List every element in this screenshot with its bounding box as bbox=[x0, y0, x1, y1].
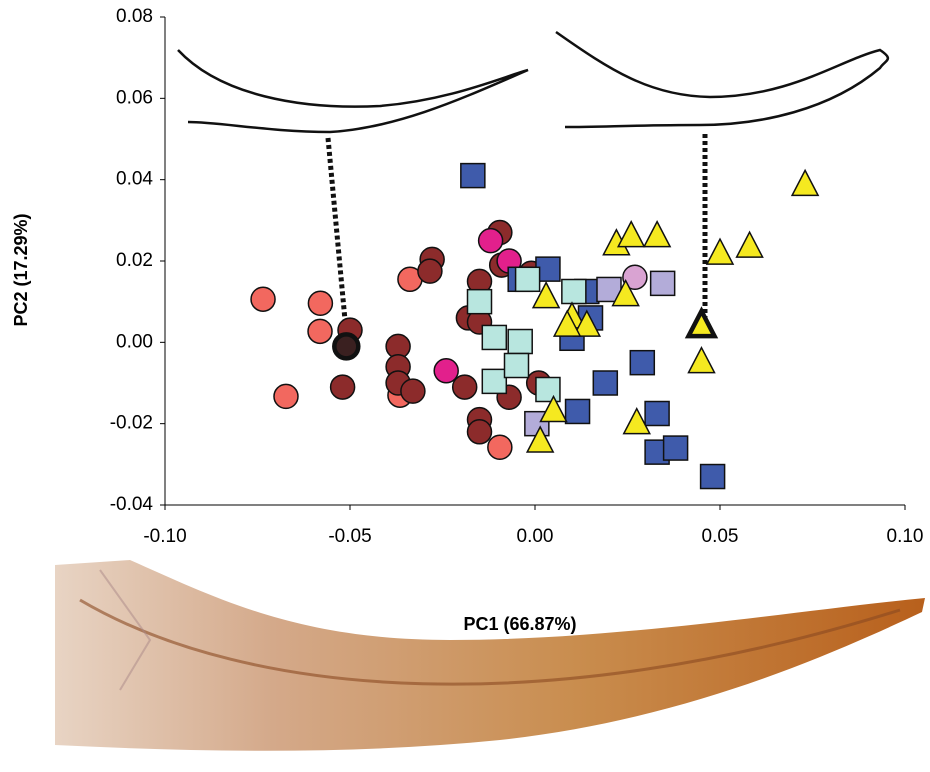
point bbox=[274, 384, 298, 408]
point bbox=[251, 287, 275, 311]
x-tick-label: 0.05 bbox=[702, 526, 739, 547]
y-tick-label: 0.04 bbox=[116, 169, 153, 190]
point bbox=[468, 290, 492, 314]
y-tick-label: -0.02 bbox=[110, 413, 153, 434]
x-tick-label: -0.05 bbox=[328, 526, 371, 547]
point bbox=[689, 311, 715, 336]
point bbox=[644, 222, 670, 247]
point bbox=[618, 222, 644, 247]
point bbox=[308, 319, 332, 343]
page: {"chart_data": {"type": "scatter", "xlab… bbox=[0, 0, 930, 772]
point bbox=[461, 164, 485, 188]
point bbox=[308, 291, 332, 315]
point bbox=[434, 359, 458, 383]
point bbox=[331, 375, 355, 399]
x-tick-label: 0.10 bbox=[887, 526, 924, 547]
point bbox=[334, 334, 358, 358]
point bbox=[701, 465, 725, 489]
y-tick-label: -0.04 bbox=[110, 494, 154, 515]
y-tick-label: 0.02 bbox=[116, 250, 153, 271]
point bbox=[488, 435, 512, 459]
y-tick-label: 0.08 bbox=[116, 6, 153, 27]
point bbox=[792, 170, 818, 195]
y-axis-title: PC2 (17.29%) bbox=[11, 213, 31, 326]
point bbox=[401, 379, 425, 403]
point bbox=[508, 330, 532, 354]
point bbox=[737, 232, 763, 257]
point bbox=[479, 229, 503, 253]
x-axis-title: PC1 (66.87%) bbox=[463, 614, 576, 634]
point bbox=[562, 280, 586, 304]
point bbox=[630, 351, 654, 375]
y-tick-label: 0.06 bbox=[116, 87, 153, 108]
point bbox=[593, 371, 617, 395]
x-tick-label: -0.10 bbox=[143, 526, 186, 547]
point bbox=[536, 378, 560, 402]
point bbox=[505, 354, 529, 378]
point bbox=[418, 259, 442, 283]
point bbox=[468, 420, 492, 444]
y-tick-label: 0.00 bbox=[116, 331, 153, 352]
point bbox=[651, 271, 675, 295]
point bbox=[689, 348, 715, 373]
point bbox=[516, 267, 540, 291]
point bbox=[566, 399, 590, 423]
point bbox=[482, 325, 506, 349]
point bbox=[645, 402, 669, 426]
point bbox=[453, 375, 477, 399]
point bbox=[707, 239, 733, 264]
claw-photo bbox=[55, 560, 925, 751]
point bbox=[482, 369, 506, 393]
x-tick-label: 0.00 bbox=[517, 526, 554, 547]
chart: PC1 (66.87%) PC2 (17.29%) -0.04 -0.02 0.00… bbox=[0, 0, 930, 767]
point bbox=[664, 436, 688, 460]
